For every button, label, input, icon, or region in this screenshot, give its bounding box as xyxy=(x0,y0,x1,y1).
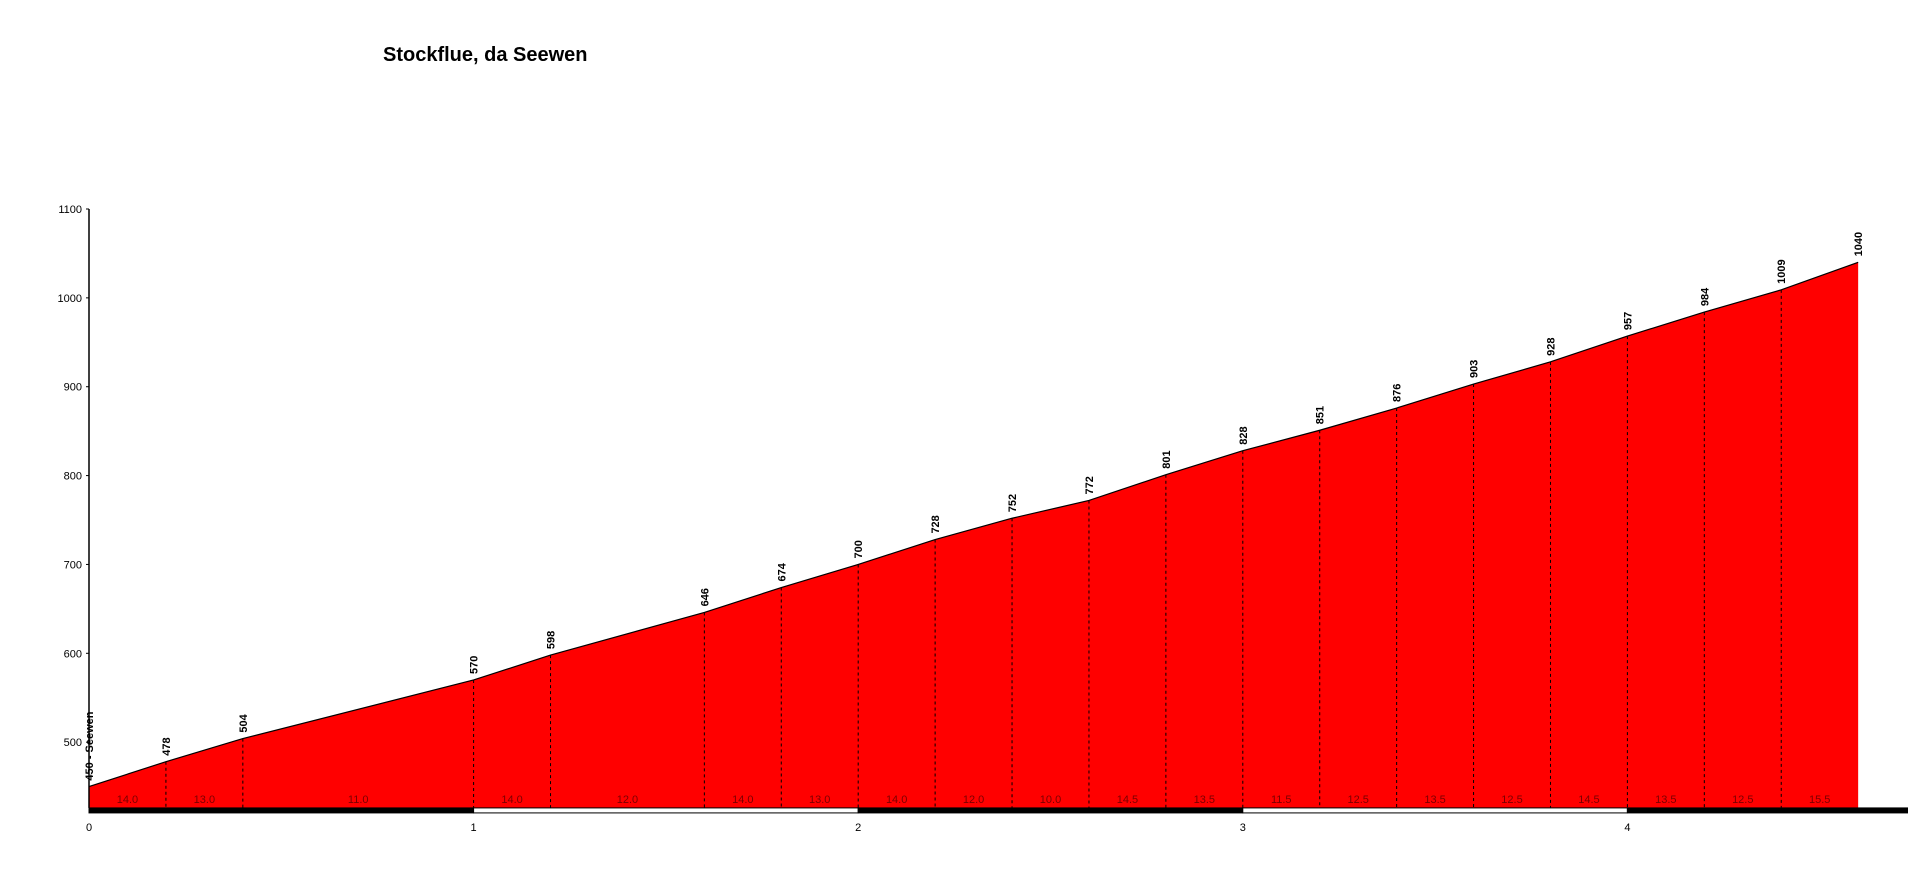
segment-gradient-label: 10.0 xyxy=(1040,794,1061,806)
distance-bar-black xyxy=(88,807,475,814)
y-tick-label: 700 xyxy=(64,559,82,571)
y-tick-label: 1100 xyxy=(58,204,82,216)
segment-gradient-label: 13.0 xyxy=(809,794,830,806)
elevation-point-label: 570 xyxy=(469,656,481,674)
segment-gradient-label: 13.5 xyxy=(1424,794,1445,806)
segment-gradient-label: 13.5 xyxy=(1194,794,1215,806)
segment-gradient-label: 12.5 xyxy=(1347,794,1368,806)
segment-gradient-label: 14.0 xyxy=(732,794,753,806)
segment-gradient-label: 12.0 xyxy=(617,794,638,806)
elevation-point-label: 928 xyxy=(1545,337,1557,355)
y-tick-label: 500 xyxy=(64,737,82,749)
elevation-point-label: 450 - Seewen xyxy=(84,711,96,780)
x-tick-label: 3 xyxy=(1240,822,1246,834)
y-tick-label: 1000 xyxy=(58,293,82,305)
distance-bar-black xyxy=(857,807,1244,814)
elevation-point-label: 752 xyxy=(1007,494,1019,512)
segment-gradient-label: 12.5 xyxy=(1501,794,1522,806)
elevation-point-label: 1040 xyxy=(1853,232,1865,256)
elevation-point-label: 478 xyxy=(161,737,173,755)
elevation-point-label: 828 xyxy=(1238,426,1250,444)
elevation-point-label: 504 xyxy=(238,713,250,732)
elevation-point-label: 903 xyxy=(1469,360,1481,378)
segment-gradient-label: 12.5 xyxy=(1732,794,1753,806)
segment-gradient-label: 14.0 xyxy=(501,794,522,806)
segment-gradient-label: 11.5 xyxy=(1271,794,1292,806)
elevation-point-label: 876 xyxy=(1392,384,1404,402)
elevation-point-label: 646 xyxy=(699,588,711,606)
segment-gradient-label: 14.0 xyxy=(117,794,138,806)
elevation-point-label: 984 xyxy=(1699,287,1711,306)
elevation-point-label: 1009 xyxy=(1776,259,1788,283)
segment-gradient-label: 14.5 xyxy=(1117,794,1138,806)
elevation-point-label: 598 xyxy=(546,631,558,649)
elevation-point-label: 700 xyxy=(853,540,865,558)
x-tick-label: 1 xyxy=(471,822,477,834)
elevation-area xyxy=(89,262,1859,808)
segment-gradient-label: 11.0 xyxy=(348,794,369,806)
segment-gradient-label: 13.0 xyxy=(194,794,215,806)
elevation-point-label: 674 xyxy=(776,562,788,581)
segment-gradient-label: 15.5 xyxy=(1809,794,1830,806)
chart-title: Stockflue, da Seewen xyxy=(383,44,588,66)
segment-gradient-label: 12.0 xyxy=(963,794,984,806)
x-tick-label: 0 xyxy=(86,822,92,834)
y-tick-label: 800 xyxy=(64,471,82,483)
distance-bar-white xyxy=(473,807,859,814)
elevation-point-label: 772 xyxy=(1084,476,1096,494)
x-tick-label: 2 xyxy=(855,822,861,834)
elevation-point-label: 801 xyxy=(1161,450,1173,468)
segment-gradient-label: 14.5 xyxy=(1578,794,1599,806)
elevation-point-label: 957 xyxy=(1622,312,1634,330)
x-tick-label: 4 xyxy=(1624,822,1630,834)
y-tick-label: 900 xyxy=(64,382,82,394)
elevation-point-label: 728 xyxy=(930,515,942,533)
y-tick-label: 600 xyxy=(64,648,82,660)
segment-gradient-label: 14.0 xyxy=(886,794,907,806)
elevation-point-label: 851 xyxy=(1315,406,1327,424)
distance-bar-black xyxy=(1626,807,1908,814)
segment-gradient-label: 13.5 xyxy=(1655,794,1676,806)
distance-bar-white xyxy=(1242,807,1628,814)
